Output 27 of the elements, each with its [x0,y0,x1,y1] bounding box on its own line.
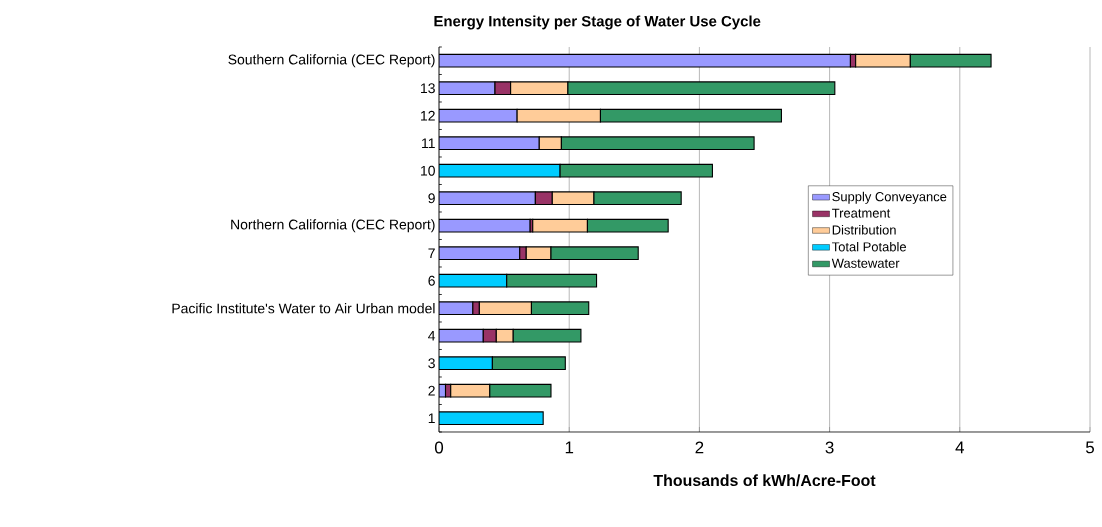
legend-label: Treatment [832,208,891,218]
y-tick-label: 9 [428,193,435,204]
y-tick-label: Southern California (CEC Report) [228,54,435,68]
x-tick-label: 0 [434,441,444,454]
y-tick-label: 12 [421,110,435,121]
y-tick-label: 6 [428,275,435,286]
y-tick-label: 7 [428,248,435,259]
y-tick-label: 3 [428,358,435,369]
y-tick-label: 4 [428,330,436,341]
y-tick-label: 2 [428,385,435,396]
legend-label: Supply Conveyance [832,191,947,204]
y-tick-label: 13 [421,83,435,94]
x-tick-label: 1 [565,441,574,454]
x-tick-label: 2 [695,441,704,454]
y-tick-label: 10 [421,165,435,176]
y-tick-label: 1 [428,413,435,424]
x-tick-label: 4 [955,441,965,454]
legend-label: Wastewater [831,258,900,268]
x-axis-title: Thousands of kWh/Acre-Foot [653,474,876,487]
legend-label: Distribution [832,225,896,235]
chart-title: Energy Intensity per Stage of Water Use Cycle [434,15,761,30]
x-tick-label: 3 [825,441,834,454]
x-tick-label: 5 [1085,441,1094,454]
y-tick-label: Pacific Institute's Water to Air Urban model [172,303,435,314]
legend-label: Total Potable [832,241,906,252]
y-tick-label: 11 [422,138,435,149]
y-tick-label: Northern California (CEC Report) [231,219,435,233]
